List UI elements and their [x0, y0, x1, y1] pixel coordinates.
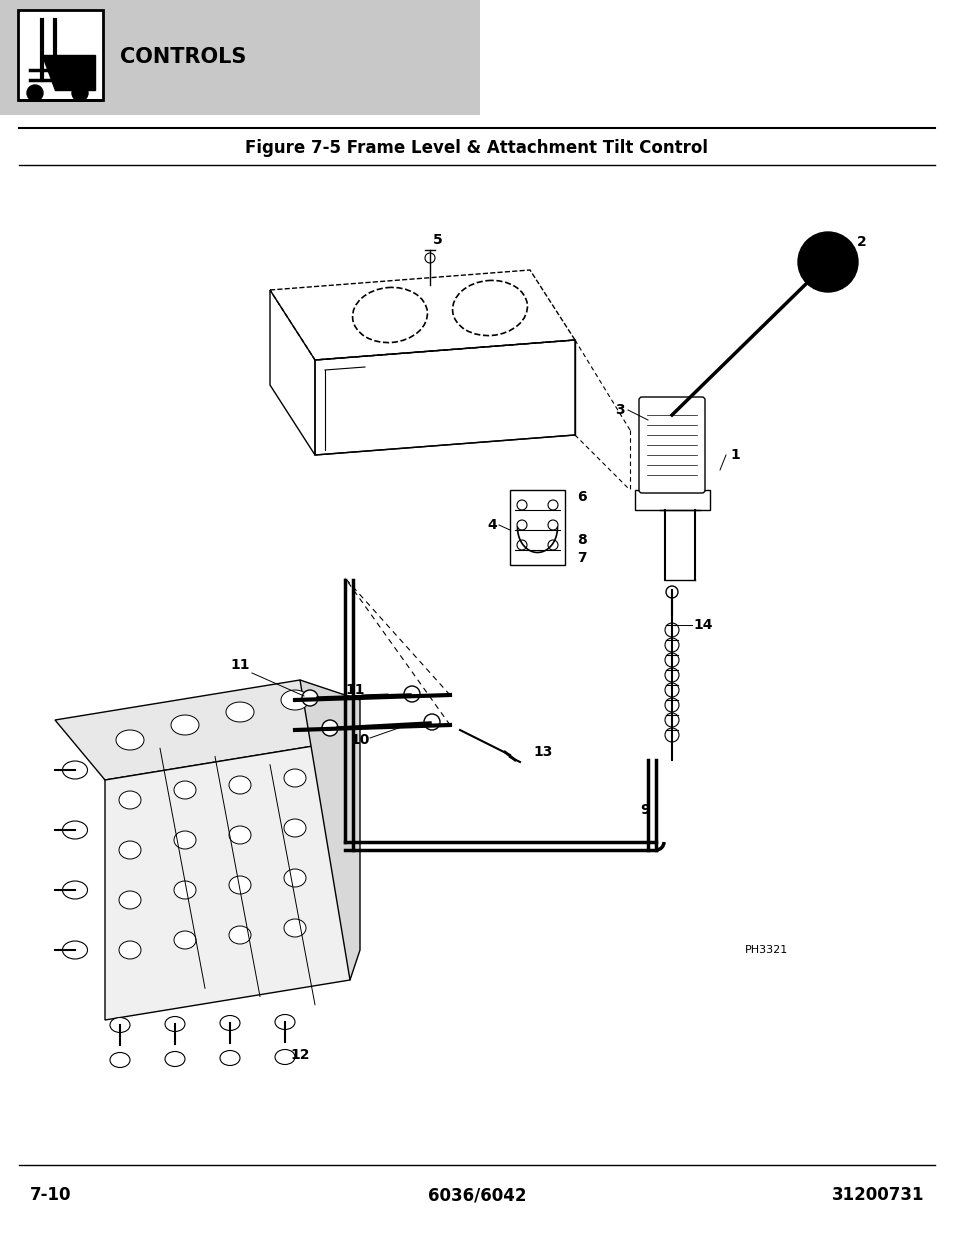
Polygon shape	[105, 740, 350, 1020]
Ellipse shape	[284, 869, 306, 887]
Ellipse shape	[110, 1018, 130, 1032]
Text: 8: 8	[577, 534, 586, 547]
Ellipse shape	[274, 1050, 294, 1065]
Text: 11: 11	[230, 658, 250, 672]
Ellipse shape	[284, 769, 306, 787]
Ellipse shape	[110, 1052, 130, 1067]
Ellipse shape	[284, 919, 306, 937]
Circle shape	[71, 85, 88, 101]
Text: 10: 10	[350, 734, 370, 747]
Circle shape	[797, 232, 857, 291]
Ellipse shape	[229, 826, 251, 844]
Ellipse shape	[119, 941, 141, 960]
Text: 9: 9	[639, 803, 649, 818]
Text: 7-10: 7-10	[30, 1186, 71, 1204]
Text: 2: 2	[856, 235, 866, 249]
Bar	[18, 10, 103, 100]
Text: CONTROLS: CONTROLS	[120, 47, 246, 67]
Ellipse shape	[274, 1014, 294, 1030]
Polygon shape	[299, 680, 359, 981]
Text: 11: 11	[345, 683, 364, 697]
Ellipse shape	[119, 790, 141, 809]
Ellipse shape	[63, 761, 88, 779]
Bar	[635, 490, 709, 510]
Ellipse shape	[226, 701, 253, 722]
Ellipse shape	[220, 1051, 240, 1066]
Ellipse shape	[165, 1051, 185, 1067]
Ellipse shape	[281, 690, 309, 710]
Circle shape	[302, 690, 317, 706]
Text: 7: 7	[577, 551, 586, 564]
Bar	[510, 490, 564, 564]
Ellipse shape	[63, 941, 88, 960]
Text: Figure 7-5 Frame Level & Attachment Tilt Control: Figure 7-5 Frame Level & Attachment Tilt…	[245, 140, 708, 157]
Text: 12: 12	[290, 1049, 310, 1062]
Circle shape	[27, 85, 43, 101]
Text: 3: 3	[615, 403, 624, 417]
Text: PH3321: PH3321	[744, 945, 787, 955]
Ellipse shape	[220, 1015, 240, 1030]
Text: 1: 1	[729, 448, 739, 462]
Ellipse shape	[229, 876, 251, 894]
Ellipse shape	[173, 781, 195, 799]
Ellipse shape	[119, 890, 141, 909]
Text: 31200731: 31200731	[831, 1186, 923, 1204]
Bar	[0, 0, 479, 115]
Circle shape	[322, 720, 337, 736]
Polygon shape	[55, 680, 350, 781]
Ellipse shape	[171, 715, 199, 735]
Text: 6: 6	[577, 490, 586, 504]
Ellipse shape	[165, 1016, 185, 1031]
Circle shape	[403, 685, 419, 701]
Text: 5: 5	[433, 233, 442, 247]
Text: 4: 4	[487, 517, 497, 532]
Ellipse shape	[63, 881, 88, 899]
FancyBboxPatch shape	[639, 396, 704, 493]
Ellipse shape	[173, 831, 195, 848]
Text: 6036/6042: 6036/6042	[427, 1186, 526, 1204]
Circle shape	[423, 714, 439, 730]
Ellipse shape	[173, 881, 195, 899]
Text: 14: 14	[692, 618, 712, 632]
Ellipse shape	[229, 776, 251, 794]
Text: 13: 13	[533, 745, 552, 760]
Ellipse shape	[229, 926, 251, 944]
Polygon shape	[42, 56, 95, 90]
Ellipse shape	[116, 730, 144, 750]
Ellipse shape	[63, 821, 88, 839]
Ellipse shape	[284, 819, 306, 837]
Ellipse shape	[173, 931, 195, 948]
Ellipse shape	[119, 841, 141, 860]
